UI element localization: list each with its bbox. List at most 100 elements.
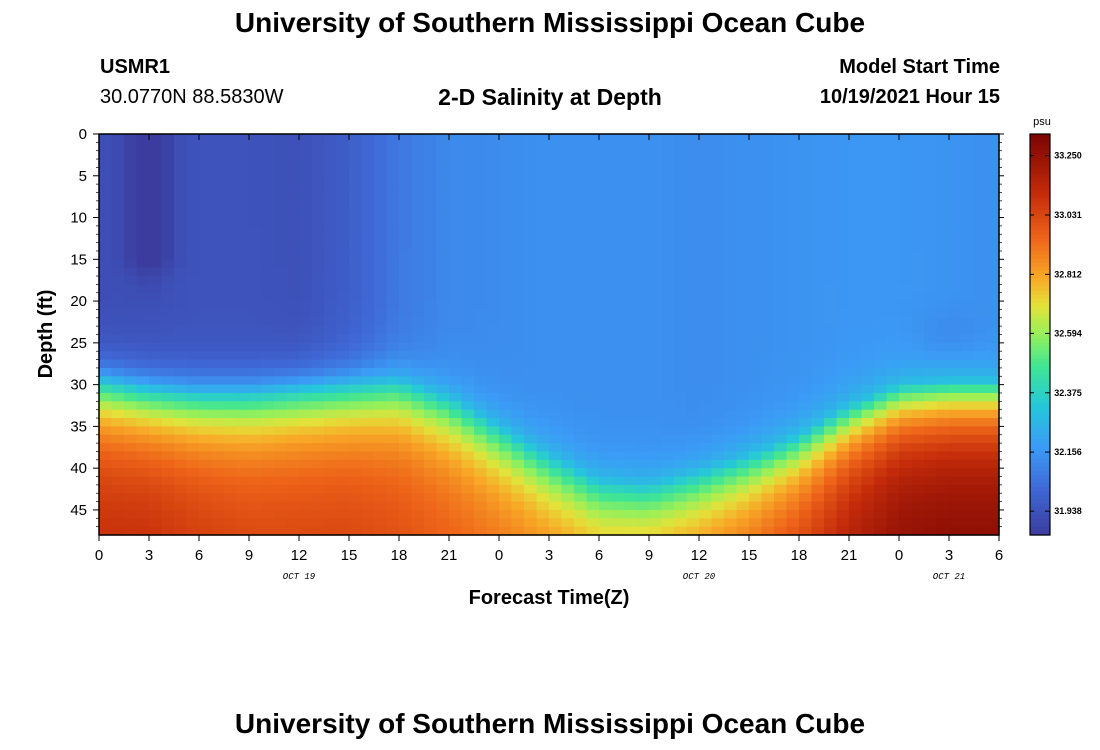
heatmap-cell <box>524 175 538 185</box>
heatmap-cell <box>161 426 175 436</box>
heatmap-cell <box>599 309 613 319</box>
heatmap-cell <box>349 518 363 528</box>
heatmap-cell <box>411 401 425 411</box>
heatmap-cell <box>849 392 863 402</box>
colorbar-segment <box>1030 514 1050 520</box>
heatmap-cell <box>261 301 275 311</box>
heatmap-cell <box>286 376 300 386</box>
heatmap-cell <box>574 509 588 519</box>
heatmap-cell <box>699 292 713 302</box>
heatmap-cell <box>374 401 388 411</box>
heatmap-cell <box>561 426 575 436</box>
heatmap-cell <box>436 225 450 235</box>
heatmap-cell <box>211 401 225 411</box>
heatmap-cell <box>986 225 1000 235</box>
heatmap-cell <box>661 401 675 411</box>
heatmap-cell <box>611 401 625 411</box>
heatmap-cell <box>561 142 575 152</box>
heatmap-cell <box>649 134 663 143</box>
heatmap-cell <box>599 526 613 536</box>
heatmap-cell <box>924 192 938 202</box>
heatmap-cell <box>899 209 913 219</box>
heatmap-cell <box>636 250 650 260</box>
heatmap-cell <box>561 351 575 361</box>
heatmap-cell <box>861 217 875 227</box>
heatmap-cell <box>961 175 975 185</box>
heatmap-cell <box>936 217 950 227</box>
heatmap-cell <box>974 276 988 285</box>
heatmap-cell <box>886 292 900 302</box>
colorbar-segment <box>1030 154 1050 159</box>
heatmap-cell <box>986 409 1000 419</box>
heatmap-cell <box>411 192 425 202</box>
heatmap-cell <box>261 142 275 152</box>
heatmap-cell <box>861 209 875 219</box>
heatmap-cell <box>399 142 413 152</box>
heatmap-cell <box>986 175 1000 185</box>
heatmap-cell <box>361 342 375 352</box>
heatmap-cell <box>849 167 863 177</box>
heatmap-cell <box>874 509 888 519</box>
heatmap-cell <box>261 342 275 352</box>
heatmap-cell <box>799 443 813 453</box>
heatmap-cell <box>686 242 700 252</box>
heatmap-cell <box>736 493 750 503</box>
heatmap-cell <box>474 301 488 311</box>
heatmap-cell <box>886 451 900 461</box>
heatmap-cell <box>661 426 675 436</box>
heatmap-cell <box>974 443 988 453</box>
heatmap-cell <box>736 309 750 319</box>
heatmap-cell <box>299 150 313 160</box>
heatmap-cell <box>974 317 988 327</box>
heatmap-cell <box>411 150 425 160</box>
heatmap-cell <box>136 409 150 419</box>
heatmap-cell <box>324 142 338 152</box>
heatmap-cell <box>724 376 738 386</box>
heatmap-cell <box>961 200 975 210</box>
heatmap-cell <box>261 493 275 503</box>
heatmap-cell <box>911 509 925 519</box>
heatmap-cell <box>624 418 638 427</box>
heatmap-cell <box>549 175 563 185</box>
heatmap-cell <box>99 334 113 344</box>
heatmap-cell <box>236 276 250 285</box>
heatmap-cell <box>861 175 875 185</box>
heatmap-cell <box>274 309 288 319</box>
heatmap-cell <box>336 175 350 185</box>
heatmap-cell <box>586 159 600 169</box>
heatmap-cell <box>524 493 538 503</box>
heatmap-cell <box>786 443 800 453</box>
heatmap-cell <box>474 359 488 369</box>
heatmap-cell <box>261 200 275 210</box>
heatmap-cell <box>286 509 300 519</box>
heatmap-cell <box>336 209 350 219</box>
heatmap-cell <box>599 376 613 386</box>
heatmap-cell <box>236 443 250 453</box>
heatmap-cell <box>799 209 813 219</box>
heatmap-cell <box>149 250 163 260</box>
heatmap-cell <box>799 376 813 386</box>
heatmap-cell <box>386 484 400 494</box>
heatmap-cell <box>574 301 588 311</box>
heatmap-cell <box>149 167 163 177</box>
heatmap-cell <box>499 384 513 394</box>
heatmap-cell <box>261 476 275 486</box>
heatmap-cell <box>386 376 400 386</box>
heatmap-cell <box>186 175 200 185</box>
heatmap-cell <box>574 217 588 227</box>
heatmap-cell <box>761 259 775 269</box>
heatmap-cell <box>861 501 875 511</box>
heatmap-cell <box>136 501 150 511</box>
heatmap-cell <box>361 493 375 503</box>
heatmap-cell <box>336 225 350 235</box>
heatmap-cell <box>299 276 313 285</box>
heatmap-cell <box>349 192 363 202</box>
heatmap-cell <box>911 493 925 503</box>
heatmap-cell <box>624 309 638 319</box>
heatmap-cell <box>111 526 125 536</box>
heatmap-cell <box>699 159 713 169</box>
colorbar-segment <box>1030 398 1050 404</box>
colorbar-frame <box>1029 133 1051 536</box>
colorbar-segment <box>1030 490 1050 496</box>
heatmap-cell <box>136 434 150 444</box>
